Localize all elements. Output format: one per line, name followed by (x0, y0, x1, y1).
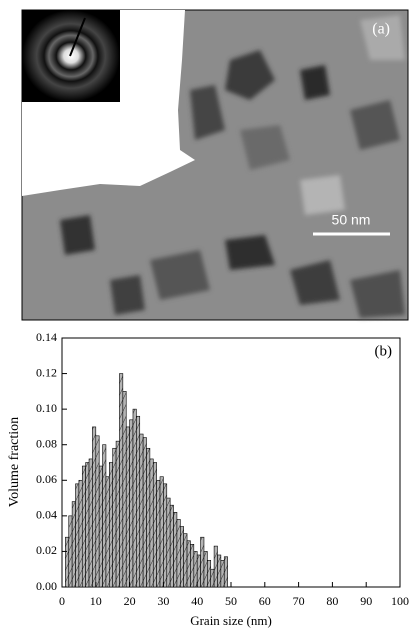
x-tick-label: 100 (391, 594, 409, 608)
y-axis-label: Volume fraction (7, 417, 22, 507)
x-tick-label: 90 (360, 594, 372, 608)
bar-hatch (85, 462, 90, 588)
bar-hatch (95, 435, 100, 588)
x-axis-label: Grain size (nm) (190, 613, 272, 628)
bar-hatch (169, 504, 174, 588)
bar-hatch (98, 465, 103, 588)
bar-hatch (163, 483, 168, 588)
bar-hatch (146, 447, 151, 588)
bar-hatch (75, 483, 80, 588)
bar-hatch (88, 458, 93, 588)
bar-hatch (65, 536, 70, 588)
bar-hatch (203, 551, 208, 588)
bar-hatch (92, 426, 97, 588)
bar-hatch (142, 437, 147, 588)
bar-hatch (159, 476, 164, 588)
bar-hatch (200, 536, 205, 588)
bar-hatch (71, 501, 76, 588)
bar-hatch (193, 551, 198, 588)
bar-hatch (68, 515, 73, 588)
bar-hatch (139, 433, 144, 588)
bar-hatch (223, 556, 228, 588)
bar-hatch (105, 476, 110, 588)
bar-hatch (207, 560, 212, 588)
bar-hatch (217, 554, 222, 588)
x-tick-label: 60 (259, 594, 271, 608)
tem-image: 50 nm (a) (21, 9, 409, 321)
x-tick-label: 80 (326, 594, 338, 608)
y-tick-label: 0.06 (36, 472, 57, 486)
x-tick-label: 40 (191, 594, 203, 608)
bar-hatch (156, 479, 161, 588)
bar-hatch (119, 373, 124, 588)
bar-hatch (78, 479, 83, 588)
x-tick-label: 30 (157, 594, 169, 608)
x-tick-label: 70 (293, 594, 305, 608)
y-tick-label: 0.04 (36, 508, 57, 522)
x-tick-label: 10 (90, 594, 102, 608)
y-tick-label: 0.14 (36, 330, 57, 344)
bar-hatch (149, 458, 154, 588)
y-tick-label: 0.12 (36, 365, 57, 379)
x-tick-label: 20 (124, 594, 136, 608)
bar-hatch (173, 511, 178, 588)
y-tick-label: 0.02 (36, 543, 57, 557)
bar-hatch (190, 544, 195, 588)
y-tick-label: 0.00 (36, 579, 57, 593)
bar-hatch (180, 526, 184, 588)
y-tick-label: 0.08 (36, 436, 57, 450)
x-tick-label: 0 (59, 594, 65, 608)
bar-hatch (109, 462, 113, 588)
bar-hatch (115, 440, 120, 588)
bar-hatch (102, 444, 107, 588)
bar-hatch (166, 497, 171, 588)
bar-hatch (210, 568, 215, 588)
panel-label: (a) (372, 21, 390, 38)
scale-bar-label: 50 nm (332, 212, 371, 228)
panel-label: (b) (375, 343, 393, 359)
bar-hatch (136, 415, 141, 588)
bar-hatch (213, 545, 218, 588)
bar-hatch (122, 391, 127, 588)
bar-hatch (186, 540, 191, 588)
bar-hatch (183, 533, 188, 588)
bar-hatch (196, 554, 201, 588)
bar-hatch (220, 560, 225, 588)
x-tick-label: 50 (225, 594, 237, 608)
bar-hatch (132, 408, 137, 588)
y-tick-label: 0.10 (36, 401, 57, 415)
bar-hatch (125, 426, 130, 588)
bar-hatch (129, 419, 134, 588)
bar-hatch (152, 462, 157, 588)
bar-hatch (81, 465, 86, 588)
bar-hatch (112, 447, 117, 588)
bar-hatch (176, 519, 181, 588)
